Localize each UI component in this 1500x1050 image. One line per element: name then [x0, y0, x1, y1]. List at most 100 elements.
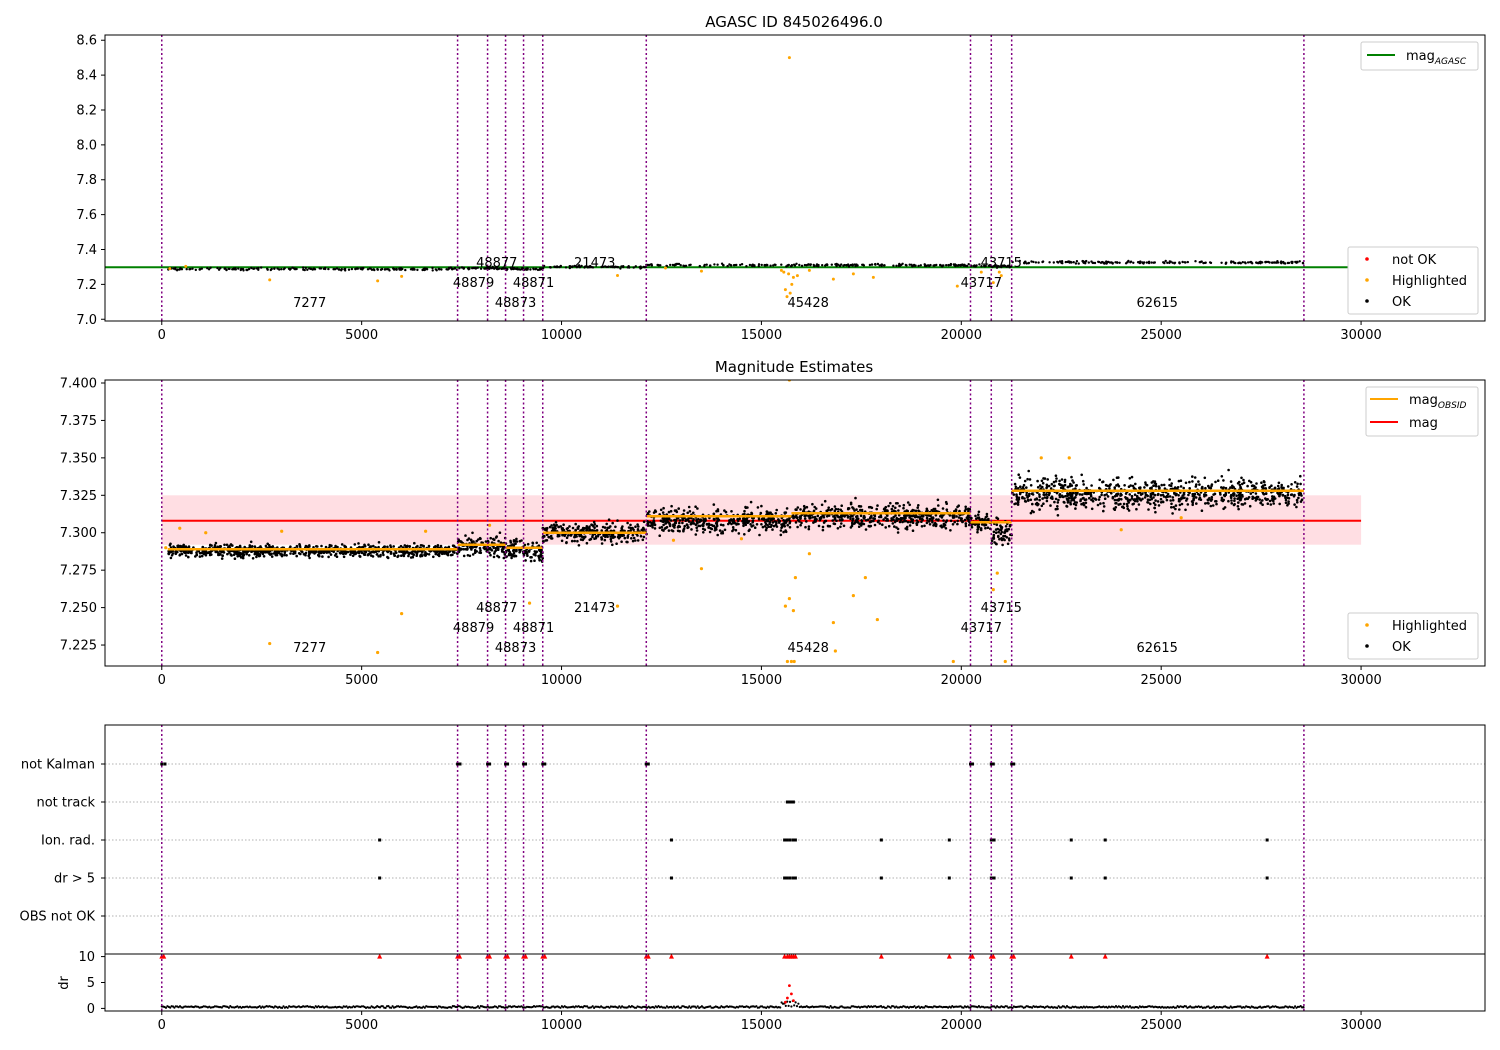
ok-point	[304, 551, 308, 555]
flag-point	[163, 762, 167, 766]
ok-point	[896, 531, 900, 534]
ok-point	[874, 263, 877, 266]
ok-point	[705, 522, 709, 526]
ok-point	[1239, 262, 1243, 265]
ok-point	[1046, 495, 1049, 499]
ok-point	[1271, 495, 1274, 498]
ok-point	[398, 267, 401, 270]
ok-point	[758, 533, 761, 537]
ok-point	[1069, 502, 1072, 506]
ok-point	[453, 267, 456, 270]
ok-point	[321, 555, 324, 558]
ok-point	[1145, 493, 1148, 497]
ok-point	[1041, 497, 1044, 500]
highlighted-point	[785, 659, 790, 664]
ok-point	[662, 523, 665, 527]
ok-point	[469, 538, 473, 542]
x-tick-label: 0	[158, 673, 166, 688]
y-tick-label: 7.8	[76, 173, 97, 188]
ok-point	[1099, 502, 1102, 505]
y-tick-label: 7.375	[60, 414, 97, 429]
ok-point	[667, 529, 671, 532]
ok-point	[1115, 476, 1119, 480]
ok-point	[902, 506, 905, 510]
flag-point	[646, 762, 650, 766]
dr-point	[1057, 1005, 1060, 1008]
ok-point	[906, 509, 909, 513]
ok-point	[1181, 260, 1184, 264]
ok-point	[1130, 475, 1134, 479]
ok-point	[554, 521, 558, 524]
ok-point	[903, 515, 907, 519]
ok-point	[295, 554, 299, 558]
ok-point	[830, 507, 834, 511]
ok-point	[1216, 479, 1220, 483]
ok-point	[1025, 486, 1028, 489]
ok-point	[198, 555, 202, 558]
ok-point	[909, 514, 912, 518]
ok-point	[1263, 480, 1266, 484]
ok-point	[914, 509, 918, 513]
ok-point	[751, 521, 754, 524]
ok-point	[1054, 474, 1058, 478]
dr-point	[653, 1006, 656, 1009]
ok-point	[1058, 260, 1062, 263]
ok-point	[472, 540, 475, 543]
ok-point	[978, 517, 981, 521]
ok-point	[1163, 487, 1167, 490]
ok-point	[976, 527, 980, 531]
ok-point	[466, 554, 470, 557]
ok-point	[1097, 498, 1101, 501]
flag-point	[669, 876, 673, 880]
ok-point	[682, 527, 686, 530]
ok-point	[609, 535, 612, 538]
highlighted-point	[851, 272, 855, 276]
ok-point	[324, 545, 328, 549]
ok-point	[274, 551, 278, 555]
ok-point	[468, 554, 472, 558]
dr-point	[790, 1005, 793, 1008]
ok-point	[491, 266, 494, 269]
panel2-clipped: 7277488794887748873488712147345428437174…	[161, 380, 1362, 666]
highlighted-point	[376, 279, 380, 283]
ok-point	[1045, 499, 1049, 503]
ok-point	[1053, 500, 1056, 504]
ok-point	[1230, 502, 1233, 505]
ok-point	[1150, 481, 1154, 484]
ok-point	[720, 531, 723, 535]
ok-point	[862, 264, 866, 267]
ok-point	[374, 550, 378, 553]
ok-point	[416, 268, 419, 272]
ok-point	[476, 266, 479, 269]
ok-point	[600, 542, 604, 545]
ok-point	[682, 512, 685, 516]
ok-point	[315, 545, 318, 548]
ok-point	[512, 551, 516, 555]
ok-point	[174, 266, 177, 270]
y-tick-label: 7.2	[76, 278, 97, 293]
ok-point	[820, 503, 824, 507]
ok-point	[1272, 499, 1275, 503]
ok-point	[1176, 486, 1180, 489]
ok-point	[1158, 487, 1161, 491]
ok-point	[1255, 495, 1259, 499]
ok-point	[1118, 261, 1121, 264]
ok-point	[479, 551, 483, 555]
ok-point	[419, 544, 423, 547]
ok-point	[761, 525, 765, 529]
ok-point	[894, 506, 897, 510]
ok-point	[698, 524, 702, 528]
ok-point	[369, 545, 372, 548]
ok-point	[1114, 502, 1117, 505]
ok-point	[590, 523, 593, 526]
ok-point	[537, 544, 541, 547]
ok-point	[659, 508, 663, 512]
ok-point	[840, 514, 843, 518]
legend-dot-ok	[1365, 299, 1369, 303]
ok-point	[1071, 498, 1075, 501]
ok-point	[611, 521, 614, 525]
ok-point	[1070, 494, 1074, 498]
ok-point	[1187, 493, 1190, 497]
ok-point	[805, 505, 809, 509]
ok-point	[679, 264, 682, 267]
